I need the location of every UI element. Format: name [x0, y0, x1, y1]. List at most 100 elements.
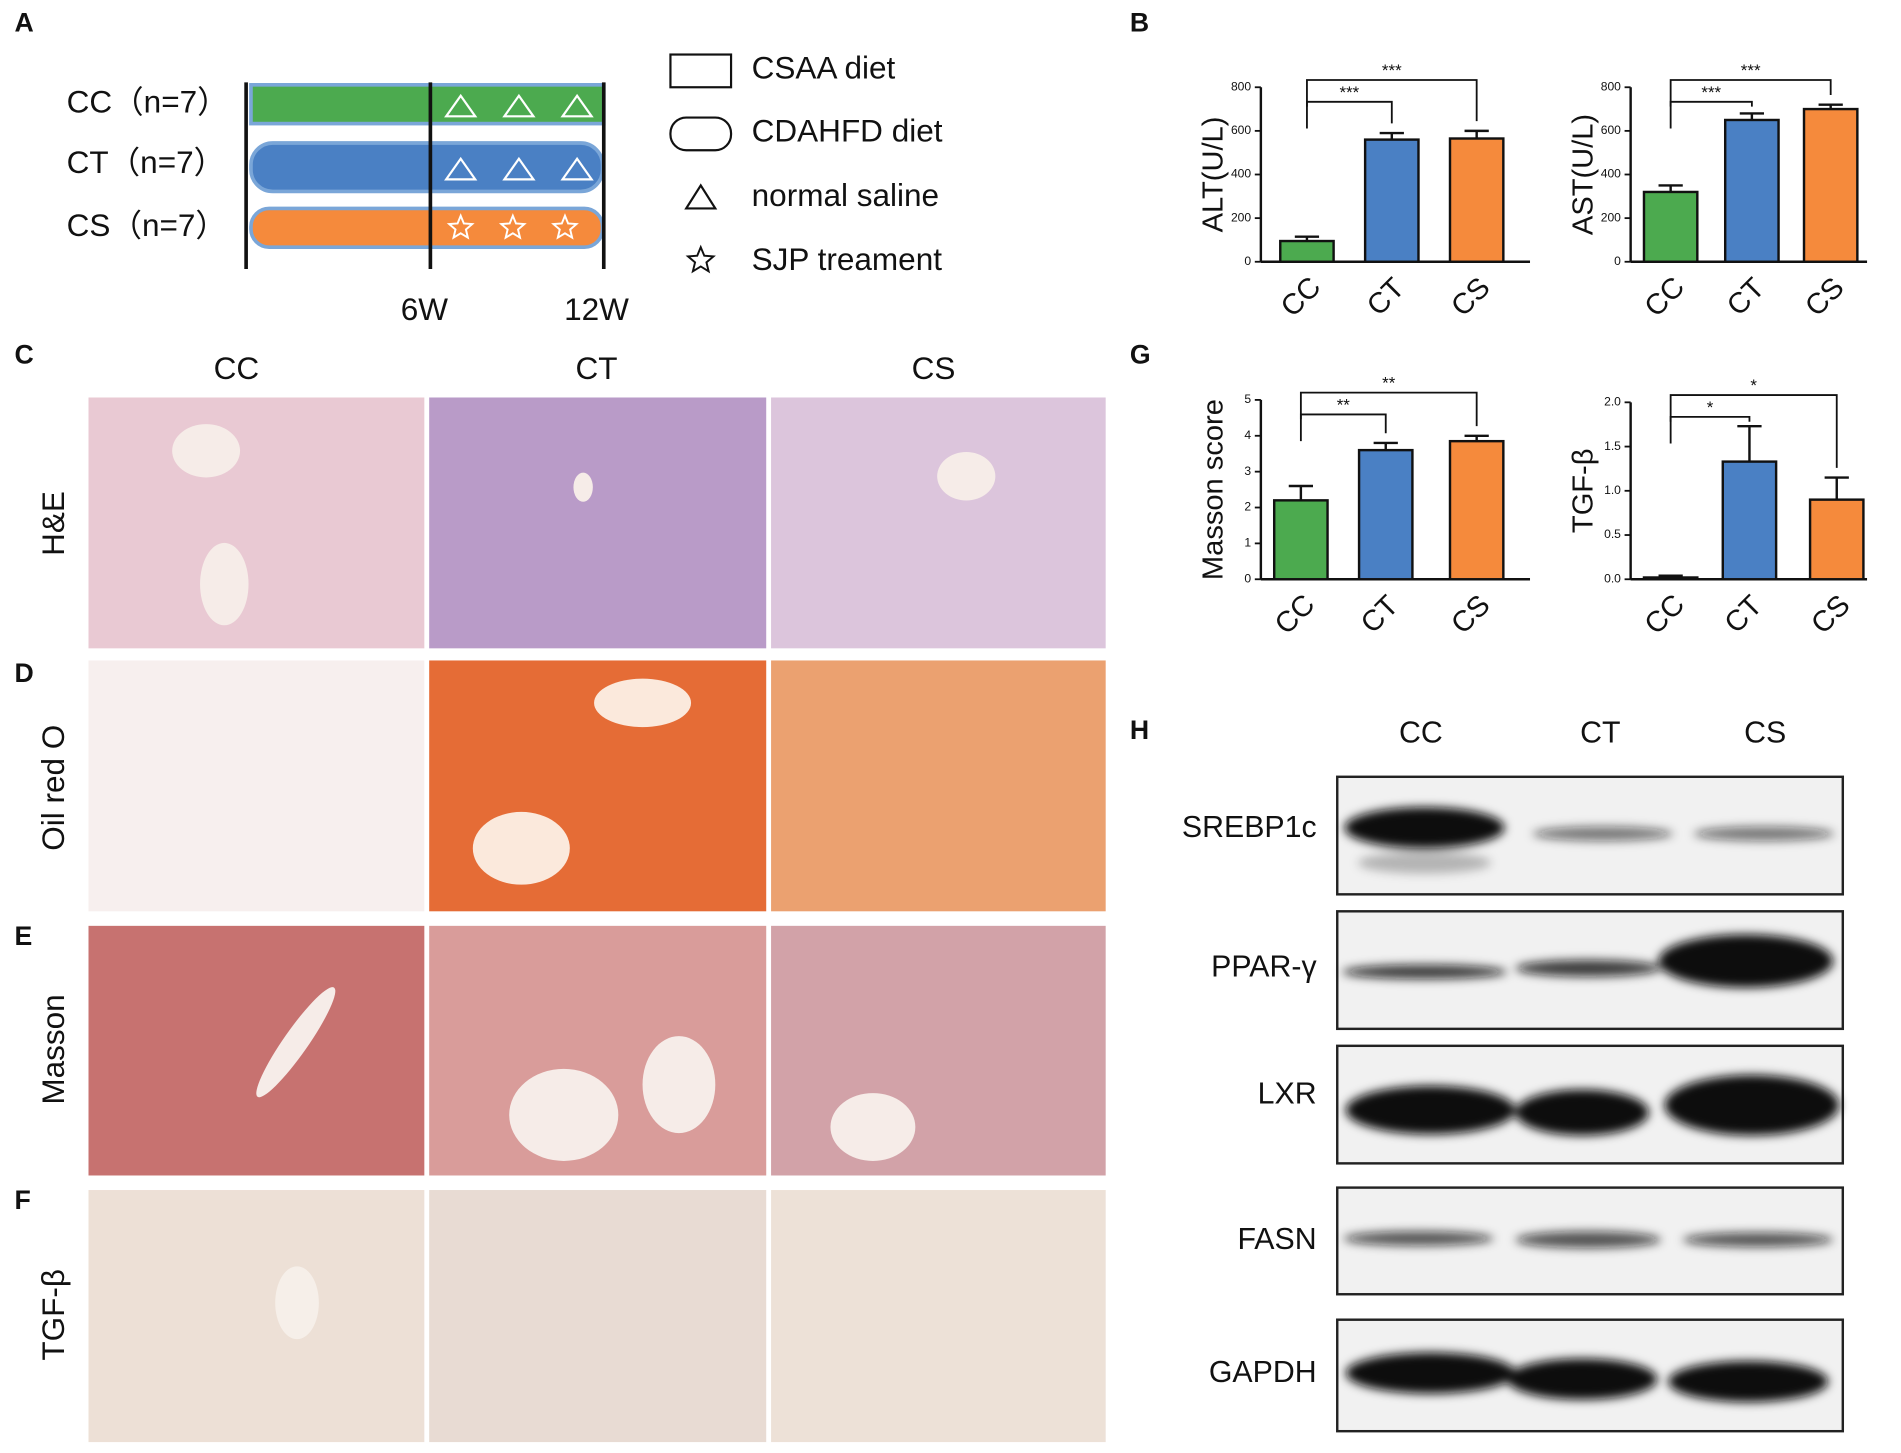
bar	[1448, 439, 1505, 581]
micrograph	[771, 925, 1106, 1176]
group-label: CS（n=7）	[67, 207, 227, 243]
row-label: Oil red O	[35, 725, 71, 851]
timepoint-label: 6W	[401, 291, 449, 327]
x-tick-label: CS	[1799, 272, 1850, 323]
y-tick-label: 0	[1244, 254, 1251, 268]
bar	[1721, 460, 1778, 581]
micrograph	[88, 660, 425, 912]
panel-letter: G	[1130, 339, 1151, 369]
x-tick-label: CC	[1275, 271, 1327, 323]
y-tick-label: 600	[1231, 123, 1251, 137]
triangle-icon	[560, 93, 594, 118]
legend-icon	[669, 116, 733, 152]
panel-letter: A	[15, 7, 34, 37]
y-tick-label: 400	[1231, 167, 1251, 181]
panel-letters: A B C D E F G H	[15, 7, 1151, 1215]
bar	[1642, 576, 1699, 581]
micrograph	[771, 1190, 1106, 1443]
star-icon	[498, 213, 527, 240]
legend-label: SJP treament	[752, 241, 943, 277]
micrograph	[429, 1190, 767, 1443]
significance-bracket	[1669, 79, 1832, 107]
triangle-icon	[560, 156, 594, 181]
star-icon	[551, 213, 579, 240]
row-label: Masson	[35, 994, 71, 1104]
significance-label: ***	[1741, 61, 1761, 80]
x-tick-label: CS	[1445, 272, 1496, 323]
group-bar	[249, 206, 605, 250]
micrograph	[771, 660, 1106, 912]
column-label: CS	[912, 350, 956, 386]
bar	[1272, 499, 1329, 581]
bar	[1279, 239, 1335, 263]
significance-label: *	[1750, 376, 1757, 395]
group-label: CT（n=7）	[67, 144, 225, 180]
x-tick-label: CT	[1719, 590, 1769, 640]
significance-bracket	[1306, 79, 1478, 122]
triangle-icon	[444, 93, 478, 118]
y-tick-label: 0.5	[1604, 527, 1621, 541]
micrographs	[88, 397, 1106, 1443]
y-tick-label: 200	[1601, 210, 1621, 224]
significance-bracket	[1299, 391, 1478, 427]
protein-label: PPAR-γ	[1211, 950, 1317, 983]
y-axis-label: TGF-β	[1567, 449, 1599, 534]
significance-label: **	[1382, 374, 1396, 393]
protein-label: SREBP1c	[1182, 811, 1317, 844]
significance-label: ***	[1701, 83, 1721, 102]
legend-label: CDAHFD diet	[752, 113, 943, 149]
western-blot: CC CT CS SREBP1c PPAR-γ LXR FASN GAPDH	[1182, 716, 1845, 1433]
bar	[1723, 118, 1780, 263]
micrograph	[429, 397, 767, 649]
y-tick-label: 800	[1231, 79, 1251, 93]
panel-letter: B	[1130, 7, 1149, 37]
panel-letter: H	[1130, 715, 1149, 745]
study-design: CC（n=7） CT（n=7） CS（n=7） 6W 12W CSAA diet…	[67, 50, 943, 327]
group-bar	[249, 83, 606, 126]
bands	[1342, 807, 1840, 1403]
x-tick-label: CT	[1361, 272, 1411, 322]
significance-bracket	[1299, 413, 1387, 442]
y-tick-label: 800	[1601, 79, 1621, 93]
y-tick-label: 0	[1614, 254, 1621, 268]
x-tick-label: CS	[1805, 589, 1856, 640]
y-axis-label: AST(U/L)	[1567, 114, 1599, 235]
x-tick-label: CS	[1445, 589, 1496, 640]
row-label: H&E	[35, 491, 71, 556]
significance-label: ***	[1339, 83, 1359, 102]
panel-letter: D	[15, 658, 34, 688]
panel-letter: E	[15, 921, 33, 951]
y-axis-label: ALT(U/L)	[1197, 117, 1229, 233]
protein-label: GAPDH	[1209, 1356, 1317, 1389]
column-label: CC	[1399, 716, 1443, 749]
bar	[1448, 137, 1505, 263]
protein-label: FASN	[1237, 1223, 1316, 1256]
y-tick-label: 1	[1244, 536, 1251, 550]
protein-label: LXR	[1258, 1078, 1317, 1111]
histology: CC CT CS H&E Oil red O Masson TGF-β	[35, 350, 1106, 1443]
bar	[1363, 138, 1420, 263]
y-tick-label: 1.5	[1604, 439, 1621, 453]
y-tick-label: 600	[1601, 123, 1621, 137]
bar	[1808, 498, 1865, 581]
group-label: CC（n=7）	[67, 84, 229, 120]
micrograph	[88, 397, 425, 649]
y-tick-label: 4	[1244, 428, 1251, 442]
significance-bracket	[1669, 394, 1838, 468]
bar	[1357, 448, 1414, 581]
significance-bracket	[1306, 100, 1393, 129]
y-axis-label: Masson score	[1197, 399, 1229, 580]
micrograph	[771, 397, 1106, 649]
timepoint-label: 12W	[564, 291, 629, 327]
triangle-icon	[502, 93, 536, 118]
column-label: CT	[1580, 716, 1620, 749]
triangle-icon	[444, 156, 478, 181]
micrograph	[88, 1190, 425, 1443]
y-tick-label: 2.0	[1604, 395, 1621, 409]
vessels	[172, 424, 996, 1340]
column-label: CS	[1744, 716, 1786, 749]
y-tick-label: 5	[1244, 392, 1251, 406]
